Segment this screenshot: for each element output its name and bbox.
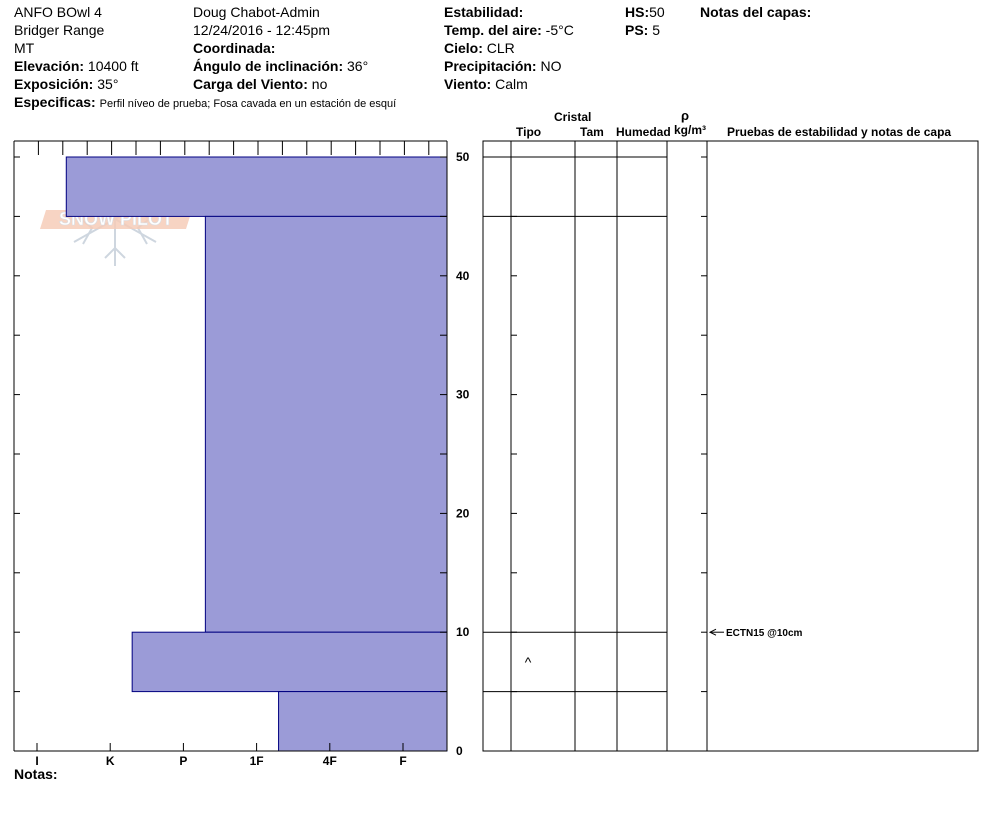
- hardness-tick-label-F: F: [399, 754, 406, 768]
- notes-label: Notas:: [14, 766, 58, 782]
- table-frame: [482, 140, 979, 752]
- hardness-tick-label-I: I: [35, 754, 38, 768]
- density-unit-header: kg/m³: [674, 123, 707, 137]
- exposure-field: Exposición: 35°: [14, 76, 118, 92]
- height-tick-label-0: 0: [456, 744, 463, 758]
- wind-load-field: Carga del Viento: no: [193, 76, 327, 92]
- hardness-tick-label-K: K: [106, 754, 115, 768]
- sky-value: CLR: [486, 40, 515, 56]
- hardness-layer-bar-1: [204, 215, 448, 633]
- tests-header: Pruebas de estabilidad y notas de capa: [727, 125, 952, 139]
- height-tick-label-20: 20: [456, 506, 470, 520]
- size-header: Tam: [580, 125, 604, 139]
- elevation-value: 10400 ft: [87, 58, 139, 74]
- ps-label: PS:: [625, 22, 649, 38]
- wind-label: Viento:: [444, 76, 492, 92]
- stability-test-label-0: ECTN15 @10cm: [726, 628, 803, 639]
- state-name: MT: [14, 40, 35, 56]
- hardness-layer-bar-2: [131, 631, 448, 693]
- exposure-label: Exposición:: [14, 76, 94, 92]
- wind-load-value: no: [311, 76, 328, 92]
- hs-field: HS:50: [625, 4, 665, 20]
- exposure-value: 35°: [97, 76, 119, 92]
- hardness-layer-bar-0: [65, 156, 448, 217]
- profile-axes: I K P 1F 4F F 0 10 20 30 40 50: [13, 140, 470, 768]
- hardness-layer-bar-3: [278, 691, 448, 752]
- height-tick-label-50: 50: [456, 150, 470, 164]
- air-temp-field: Temp. del aire: -5°C: [444, 22, 574, 38]
- elevation-field: Elevación: 10400 ft: [14, 58, 139, 74]
- slope-label: Ángulo de inclinación:: [193, 58, 344, 74]
- stability-test-arrow-icon: [708, 628, 717, 636]
- coordinate-label: Coordinada:: [193, 40, 276, 56]
- hardness-bars: [65, 156, 448, 752]
- moisture-header: Humedad: [616, 125, 671, 139]
- layer-notes-label: Notas del capas:: [700, 4, 812, 20]
- ps-value: 5: [652, 22, 661, 38]
- height-tick-label-30: 30: [456, 388, 470, 402]
- specifics-value: Perfil níveo de prueba; Fosa cavada en u…: [99, 98, 397, 110]
- type-header: Tipo: [516, 125, 542, 139]
- stability-label: Estabilidad:: [444, 4, 524, 20]
- range-name: Bridger Range: [14, 22, 105, 38]
- crystal-table: ^ ECTN15 @10cm: [482, 140, 979, 752]
- hardness-tick-label-1F: 1F: [250, 754, 264, 768]
- elevation-label: Elevación:: [14, 58, 85, 74]
- ps-field: PS: 5: [625, 22, 660, 38]
- hardness-tick-label-4F: 4F: [323, 754, 337, 768]
- crystal-header: Cristal: [554, 110, 592, 124]
- slope-value: 36°: [347, 58, 369, 74]
- sky-field: Cielo: CLR: [444, 40, 515, 56]
- observer-name: Doug Chabot-Admin: [193, 4, 320, 20]
- height-tick-label-10: 10: [456, 625, 470, 639]
- location-name: ANFO BOwl 4: [14, 4, 102, 20]
- wind-field: Viento: Calm: [444, 76, 528, 92]
- slope-field: Ángulo de inclinación: 36°: [193, 58, 368, 74]
- hs-value: 50: [649, 4, 665, 20]
- wind-value: Calm: [495, 76, 528, 92]
- specifics-label: Especificas:: [14, 94, 96, 110]
- density-symbol-header: ρ: [681, 108, 690, 123]
- hs-label: HS:: [625, 4, 650, 20]
- air-temp-value: -5°C: [545, 22, 574, 38]
- observation-datetime: 12/24/2016 - 12:45pm: [193, 22, 330, 38]
- crystal-type-symbol: ^: [525, 654, 532, 670]
- hardness-tick-label-P: P: [179, 754, 187, 768]
- precip-label: Precipitación:: [444, 58, 537, 74]
- air-temp-label: Temp. del aire:: [444, 22, 542, 38]
- specifics-field: Especificas: Perfil níveo de prueba; Fos…: [14, 94, 396, 112]
- sky-label: Cielo:: [444, 40, 483, 56]
- precip-field: Precipitación: NO: [444, 58, 561, 74]
- height-tick-label-40: 40: [456, 269, 470, 283]
- wind-load-label: Carga del Viento:: [193, 76, 308, 92]
- precip-value: NO: [540, 58, 562, 74]
